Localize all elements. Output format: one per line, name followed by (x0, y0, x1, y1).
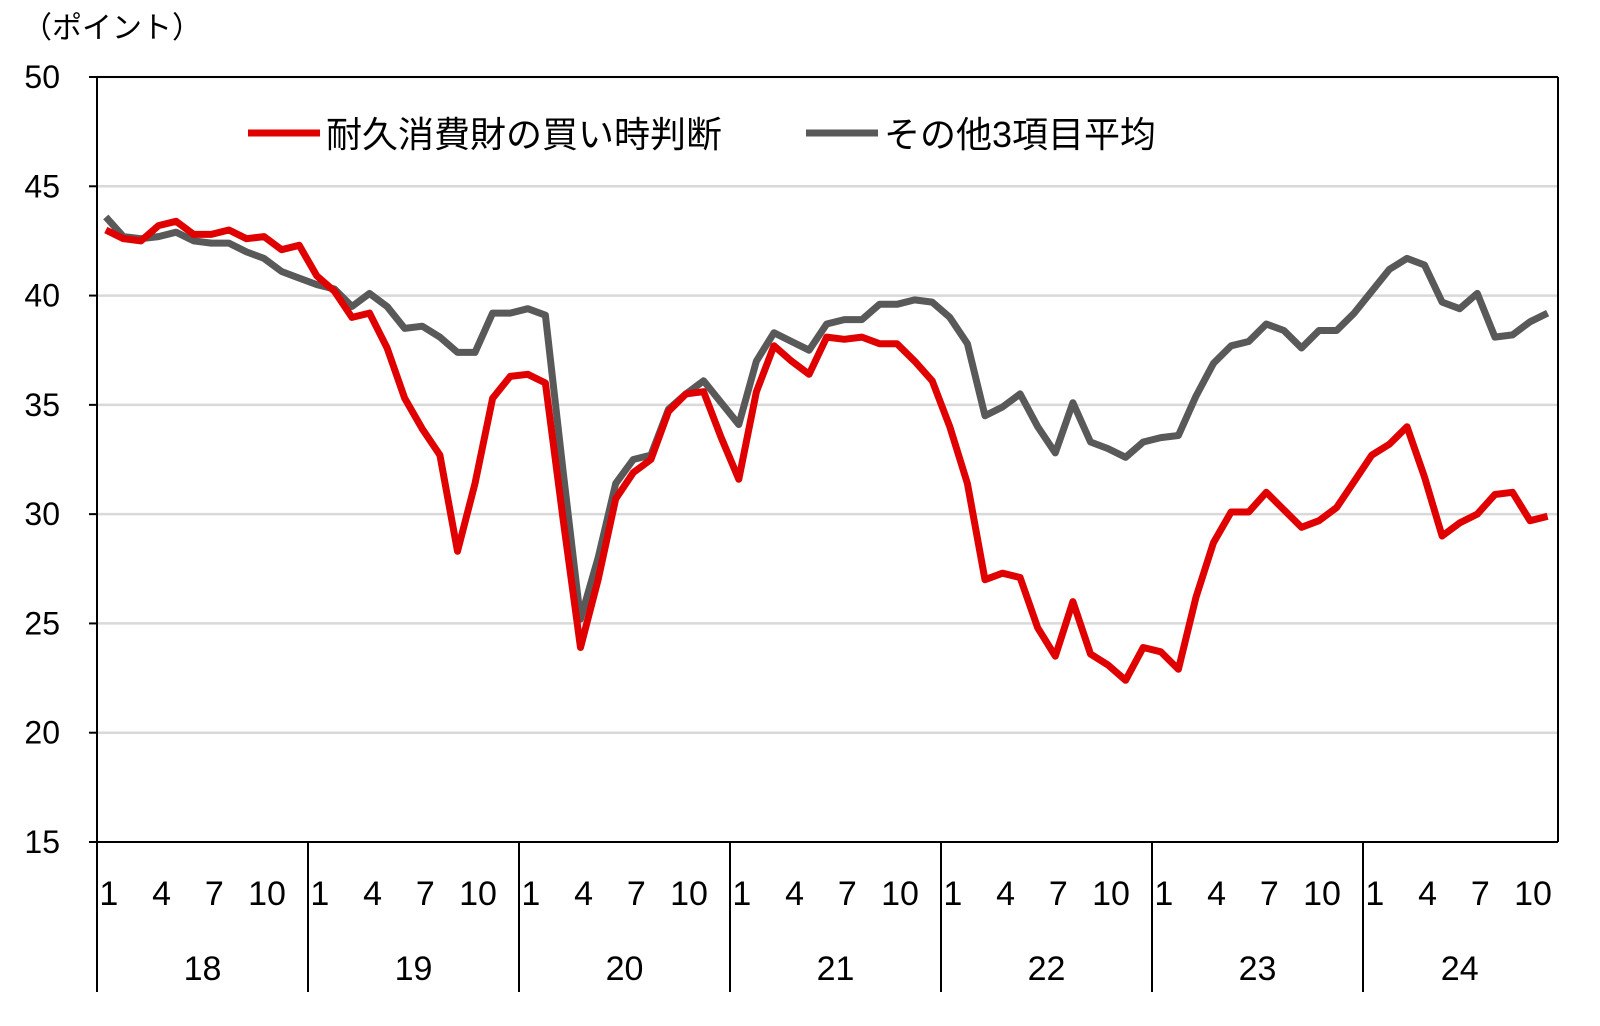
x-year-label: 23 (1239, 950, 1277, 988)
x-year-label: 20 (606, 950, 644, 988)
series-line (106, 221, 1548, 680)
x-month-label: 10 (248, 875, 286, 913)
x-month-label: 10 (1303, 875, 1341, 913)
x-month-label: 7 (838, 875, 857, 913)
y-tick-label: 20 (24, 715, 60, 751)
y-tick-label: 40 (24, 278, 60, 314)
x-month-label: 4 (152, 875, 171, 913)
x-month-label: 4 (1418, 875, 1437, 913)
x-month-label: 4 (363, 875, 382, 913)
x-month-label: 7 (416, 875, 435, 913)
x-month-label: 1 (310, 875, 329, 913)
legend-label: その他3項目平均 (884, 114, 1156, 155)
y-tick-label: 35 (24, 387, 60, 423)
y-tick-label: 30 (24, 496, 60, 532)
x-month-label: 4 (1207, 875, 1226, 913)
y-tick-label: 25 (24, 605, 60, 641)
x-year-label: 19 (395, 950, 433, 988)
x-month-label: 7 (205, 875, 224, 913)
gridlines (97, 77, 1558, 733)
x-month-label: 7 (1471, 875, 1490, 913)
x-year-label: 24 (1441, 950, 1479, 988)
x-month-label: 7 (627, 875, 646, 913)
legend-label: 耐久消費財の買い時判断 (326, 114, 722, 155)
x-month-label: 10 (1514, 875, 1552, 913)
x-month-label: 4 (785, 875, 804, 913)
x-month-label: 10 (1092, 875, 1130, 913)
x-month-label: 10 (459, 875, 497, 913)
x-month-label: 10 (670, 875, 708, 913)
y-tick-label: 15 (24, 824, 60, 860)
x-month-label: 1 (732, 875, 751, 913)
x-year-label: 21 (817, 950, 855, 988)
x-month-label: 7 (1260, 875, 1279, 913)
x-month-label: 1 (1365, 875, 1384, 913)
x-month-label: 1 (521, 875, 540, 913)
series-lines (106, 217, 1548, 681)
x-month-label: 4 (574, 875, 593, 913)
x-month-label: 1 (1154, 875, 1173, 913)
x-year-label: 18 (184, 950, 222, 988)
y-axis-label: （ポイント） (22, 12, 202, 45)
x-year-label: 22 (1028, 950, 1066, 988)
axes (89, 77, 1558, 992)
x-month-label: 7 (1049, 875, 1068, 913)
x-month-label: 10 (881, 875, 919, 913)
y-tick-label: 45 (24, 168, 60, 204)
legend: 耐久消費財の買い時判断 その他3項目平均 (248, 114, 1156, 155)
x-month-label: 4 (996, 875, 1015, 913)
y-tick-label: 50 (24, 59, 60, 95)
x-month-label: 1 (99, 875, 118, 913)
x-month-label: 1 (943, 875, 962, 913)
